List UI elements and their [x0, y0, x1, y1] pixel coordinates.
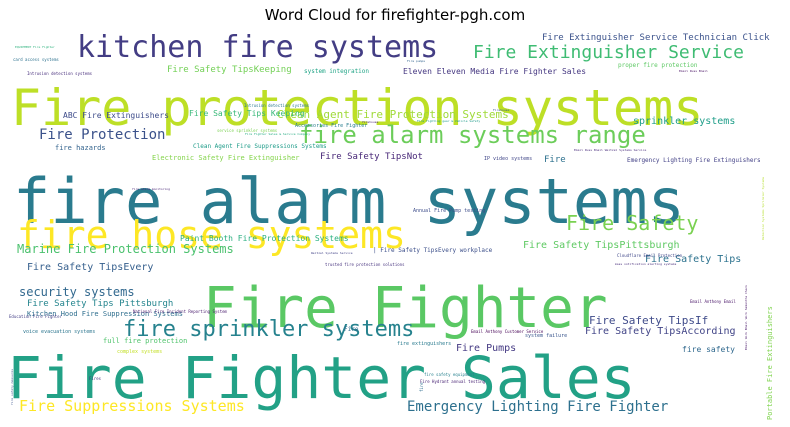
chart-title: Word Cloud for firefighter-pgh.com: [264, 6, 526, 24]
word-cloud-word: ABC Fire Extinguishers: [63, 111, 169, 120]
word-cloud-word: Weitzel Systems Service: [311, 251, 353, 255]
word-cloud-word: Emergency Lighting Fire Fighter: [407, 399, 668, 415]
word-cloud-word: Fires: [89, 376, 102, 381]
word-cloud-word: Fire Safety: [566, 211, 698, 235]
word-cloud-word: Fire Safety TipsNot: [320, 152, 423, 162]
word-cloud-word: card access systems: [13, 57, 59, 62]
word-cloud-word: fire: [419, 382, 424, 392]
word-cloud-word: Fire Fighter Sales & Service Company: [245, 132, 310, 136]
word-cloud-word: Cloudflare Email Protection: [617, 253, 683, 258]
word-cloud-word: Email Russ Email: [679, 69, 708, 73]
word-cloud-word: Email Russ Email Weitzel Systems Service: [574, 148, 646, 152]
word-cloud-word: Fire Protection: [39, 127, 165, 143]
word-cloud-word: Sales Email: [379, 287, 399, 291]
word-cloud-word: Marine Fire Protection Systems: [17, 242, 234, 256]
word-cloud-word: Fire protection systems: [11, 79, 703, 137]
word-cloud-word: Firehouse: [493, 108, 509, 112]
word-cloud-word: Fire Safety Tips Keeping: [189, 109, 305, 118]
word-cloud-word: Fire Suppressions Systems: [19, 397, 245, 415]
word-cloud-word: Fire Extinguisher Service Technician Cli…: [542, 33, 770, 43]
word-cloud-word: Fire: [544, 155, 566, 165]
word-cloud-word: Email Anthony Customer Service: [471, 329, 544, 334]
word-cloud-word: mass notification alerting systems: [615, 262, 677, 266]
word-cloud-word: Intrusion detection systems: [244, 103, 310, 108]
word-cloud-word: trusted fire protection solutions: [325, 262, 405, 267]
word-cloud-word: Fire Safety TipsEvery: [27, 262, 153, 273]
word-cloud-word: complex systems: [117, 349, 162, 355]
word-cloud-word: fire alarm systems range: [299, 121, 646, 149]
word-cloud-word: Education Fire Fighter: [9, 314, 63, 319]
word-cloud-word: Portable Fire Extinguishers: [766, 306, 774, 420]
word-cloud-word: Fire Extinguisher Service: [473, 42, 744, 63]
word-cloud-word: fire safety equipment: [424, 372, 475, 377]
word-cloud-word: Fire Fighter: [203, 276, 608, 341]
word-cloud-word: Clean Agent Fire Protection Systems: [277, 108, 509, 121]
word-cloud-word: Electronic Safety Fire Extinguisher: [152, 154, 300, 162]
word-cloud-word: fire hazards: [55, 144, 106, 152]
word-cloud-word: service sprinkler systems: [217, 128, 278, 133]
word-cloud-word: Fire Fighter Sales: [7, 344, 636, 412]
word-cloud-word: Email Anthony Email: [690, 299, 736, 304]
word-cloud-word: voice evacuation systems: [23, 329, 95, 335]
word-cloud-word: Annual Fire Pump testing: [413, 208, 485, 214]
word-cloud-word: system integration: [304, 68, 369, 75]
word-cloud-word: Fire Safety TipsPittsburgh: [523, 240, 680, 251]
word-cloud-word: Kitchen Hood Fire Suppression Systems: [27, 310, 183, 318]
word-cloud-word: full fire protection: [103, 337, 187, 345]
word-cloud-word: fire sprinkler systems: [123, 317, 414, 342]
word-cloud-word: system failure: [525, 333, 567, 339]
word-cloud-word: Fire Safety TipsAccording: [585, 326, 736, 337]
word-cloud-word: fire safety: [682, 345, 735, 354]
word-cloud-word: Fire Hydrant annual testing: [420, 379, 486, 384]
word-cloud-word: fire hose systems: [17, 213, 406, 257]
word-cloud-word: fire alarm monitoring: [132, 187, 170, 191]
word-cloud-word: | Fire Safety TipsEvery workplace: [373, 247, 493, 254]
word-cloud-word: security systems: [19, 285, 135, 299]
word-cloud-word: Accessories Fire Fighter: [295, 123, 367, 129]
word-cloud-word: Fire fighting gear & Vehicle Safety: [417, 119, 480, 123]
word-cloud-word: Intrusion detection systems: [27, 71, 93, 76]
word-cloud-word: Fire: [344, 326, 359, 333]
word-cloud-word: Eleven Eleven Media Fire Fighter Sales: [403, 67, 586, 76]
word-cloud-word: Fire Safety TipsIf: [589, 314, 708, 327]
word-cloud-word: fire extinguishers: [397, 341, 451, 347]
word-cloud-word: National Fire Incident Reporting System: [133, 309, 228, 314]
word-cloud-word: Fire Safety Tips Pittsburgh: [27, 299, 173, 309]
word-cloud-word: Detection Systems Sprinkler Systems: [761, 177, 765, 240]
word-cloud-word: Fire pumps: [407, 59, 425, 63]
word-cloud-word: IP video systems: [484, 156, 532, 162]
word-cloud-word: Emergency Lighting Fire Extinguishers: [627, 157, 761, 164]
word-cloud-word: Fire Safety TipsKeeping: [167, 65, 292, 75]
word-cloud-word: fire safety measures: [10, 369, 14, 405]
word-cloud-word: firehouse: [362, 120, 378, 124]
word-cloud-word: Email Work Email Work Samantha Check: [744, 285, 748, 350]
word-cloud-word: EQUIPMENT Fire Fighter: [15, 45, 55, 49]
word-cloud-word: sprinkler systems: [633, 116, 735, 127]
word-cloud-word: Paint Booth Fire Protection Systems: [180, 234, 349, 243]
word-cloud-word: kitchen fire systems: [77, 30, 438, 65]
word-cloud-word: Fire Safety Tips: [645, 254, 741, 265]
word-cloud-word: proper fire protection: [618, 62, 698, 69]
word-cloud-word: Fire Pumps: [456, 343, 516, 354]
word-cloud-word: fire alarm systems: [13, 165, 685, 238]
word-cloud-word: Clean Agent Fire Suppressions Systems: [193, 143, 327, 150]
